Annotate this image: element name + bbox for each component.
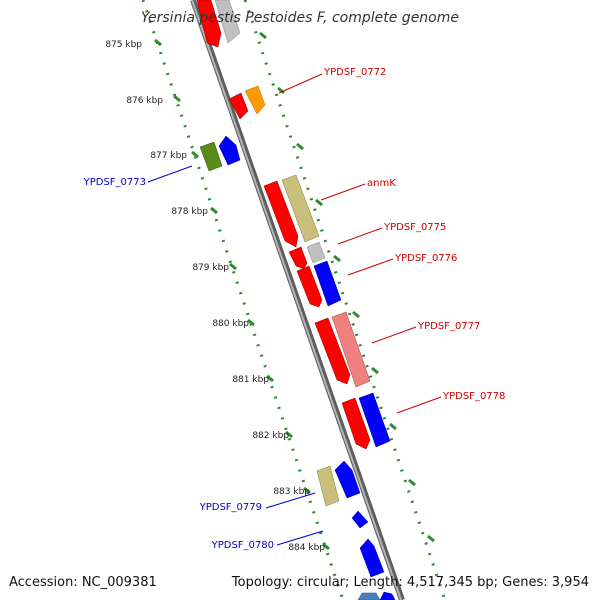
gene-label-anmk[interactable]: anmK: [367, 178, 396, 189]
tick-label: 875 kbp: [105, 40, 142, 50]
tick-mark: [277, 86, 285, 95]
tick-mark: [285, 430, 293, 439]
callout-line: [265, 492, 316, 509]
gene-arrow[interactable]: [357, 592, 381, 600]
tick-mark: [296, 142, 304, 151]
tick-mark: [173, 94, 181, 103]
tick-mark: [371, 366, 379, 375]
genome-backbone-highlight: [191, 0, 402, 600]
tick-mark: [408, 478, 416, 487]
gene-arrow[interactable]: [359, 538, 385, 578]
gene-arrow[interactable]: [351, 510, 369, 529]
tick-mark: [154, 38, 162, 47]
gene-arrow[interactable]: [214, 0, 241, 44]
outer-tick-line: [243, 0, 447, 600]
tick-label: 878 kbp: [171, 207, 208, 217]
gene-label-ypdsf-0776[interactable]: YPDSF_0776: [394, 253, 457, 264]
tick-label: 881 kbp: [232, 375, 269, 385]
tick-label: 884 kbp: [288, 543, 325, 553]
gene-label-ypdsf-0775[interactable]: YPDSF_0775: [383, 222, 446, 233]
gene-arrow[interactable]: [218, 135, 241, 166]
gene-arrow[interactable]: [379, 591, 396, 600]
callout-line: [337, 227, 383, 245]
gene-labels: YPDSF_0772 YPDSF_0773 anmK YPDSF_0775 YP…: [83, 67, 506, 551]
tick-labels: 875 kbp 876 kbp 877 kbp 878 kbp 879 kbp …: [105, 40, 325, 553]
gene-arrow[interactable]: [288, 246, 308, 270]
gene-arrow[interactable]: [316, 465, 340, 507]
callout-line: [371, 326, 417, 344]
tick-label: 876 kbp: [126, 96, 163, 106]
tick-mark: [229, 262, 237, 271]
tick-label: 880 kbp: [212, 319, 249, 329]
gene-arrow[interactable]: [341, 397, 371, 450]
gene-arrow[interactable]: [334, 460, 361, 499]
tick-label: 877 kbp: [150, 151, 187, 161]
gene-label-ypdsf-0780[interactable]: YPDSF_0780: [211, 540, 274, 551]
tick-mark: [210, 206, 218, 215]
gene-label-ypdsf-0779[interactable]: YPDSF_0779: [199, 502, 262, 513]
callout-line: [278, 73, 323, 94]
callout-line: [320, 183, 366, 201]
tick-mark: [315, 198, 323, 207]
tick-mark: [247, 318, 255, 327]
tick-mark: [352, 310, 360, 319]
topology-text: Topology: circular; Length: 4,517,345 bp…: [231, 575, 589, 590]
tick-mark: [322, 542, 330, 551]
gene-arrow[interactable]: [228, 92, 249, 120]
gene-arrow[interactable]: [296, 265, 323, 308]
tick-mark: [191, 150, 199, 159]
tick-mark: [389, 422, 397, 431]
gene-features: [196, 0, 396, 600]
callout-lines: [147, 73, 442, 546]
gene-arrow[interactable]: [313, 260, 342, 307]
callout-line: [276, 530, 324, 546]
tick-mark: [259, 31, 267, 40]
tick-label: 882 kbp: [252, 431, 289, 441]
tick-mark: [303, 486, 311, 495]
tick-mark: [266, 374, 274, 383]
gene-arrow[interactable]: [199, 141, 223, 172]
tick-label: 883 kbp: [273, 487, 310, 497]
callout-line: [396, 396, 442, 414]
accession-text: Accession: NC_009381: [9, 575, 157, 590]
gene-arrow[interactable]: [314, 317, 351, 385]
gene-arrow[interactable]: [281, 174, 320, 243]
gene-arrow[interactable]: [244, 85, 266, 115]
gene-arrow[interactable]: [196, 0, 222, 48]
gene-arrow[interactable]: [306, 241, 326, 264]
gene-arrow[interactable]: [358, 392, 391, 448]
gene-label-ypdsf-0773[interactable]: YPDSF_0773: [83, 177, 146, 188]
tick-mark: [333, 254, 341, 263]
gene-label-ypdsf-0772[interactable]: YPDSF_0772: [323, 67, 386, 78]
genome-title: Yersinia pestis Pestoides F, complete ge…: [141, 10, 459, 26]
outer-major-ticks: [259, 31, 435, 543]
gene-arrow[interactable]: [263, 180, 299, 248]
tick-mark: [427, 534, 435, 543]
inner-major-ticks: [154, 38, 330, 551]
callout-line: [347, 258, 394, 276]
tick-label: 879 kbp: [192, 263, 229, 273]
callout-line: [147, 165, 193, 183]
gene-label-ypdsf-0778[interactable]: YPDSF_0778: [442, 391, 505, 402]
gene-label-ypdsf-0777[interactable]: YPDSF_0777: [417, 321, 480, 332]
gene-arrow[interactable]: [331, 311, 371, 388]
